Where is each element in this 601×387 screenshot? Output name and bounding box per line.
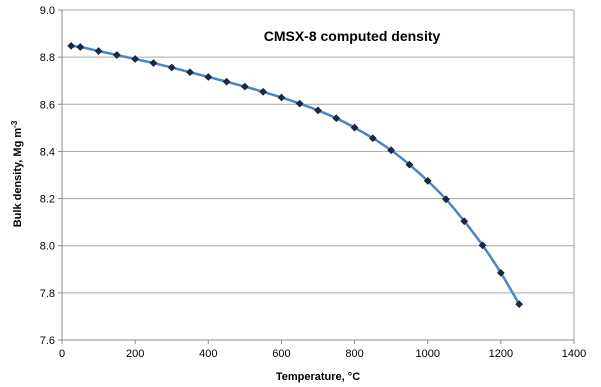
data-point	[350, 123, 359, 132]
x-tick-label: 200	[126, 348, 144, 360]
chart-title: CMSX-8 computed density	[264, 28, 441, 44]
data-point	[222, 77, 231, 86]
axes	[58, 9, 575, 344]
x-tick-label: 1200	[489, 348, 513, 360]
tick-labels: 7.6 7.8 8.0 8.2 8.4 8.6 8.8 9.0 0 200 400 600 800 100…	[40, 5, 587, 360]
data-point	[515, 300, 523, 308]
data-point	[332, 114, 341, 123]
y-tick-label: 7.6	[40, 335, 55, 347]
y-tick-label: 8.4	[40, 146, 55, 158]
x-axis-label: Temperature,	[276, 371, 345, 383]
x-tick-label: 600	[272, 348, 290, 360]
data-point	[94, 47, 103, 55]
data-point	[295, 99, 304, 108]
series	[67, 42, 523, 308]
x-tick-label: 0	[59, 348, 65, 360]
data-point	[277, 93, 286, 102]
data-point	[131, 55, 139, 63]
data-point	[67, 42, 75, 50]
data-point	[113, 51, 121, 59]
data-point	[423, 177, 432, 185]
data-point	[442, 195, 450, 204]
y-tick-label: 7.8	[40, 288, 55, 300]
data-point	[497, 268, 505, 277]
x-axis-title: Temperature, °C	[276, 371, 360, 383]
data-point	[149, 59, 158, 67]
data-point	[387, 146, 395, 155]
data-point	[186, 68, 194, 77]
x-tick-label: 400	[199, 348, 217, 360]
data-point	[241, 82, 249, 91]
y-axis-title: Bulk density, Mg m-3	[10, 120, 24, 227]
data-point	[314, 106, 322, 115]
y-tick-label: 8.2	[40, 194, 55, 206]
data-point	[76, 43, 85, 51]
data-point	[167, 63, 176, 72]
data-point	[369, 134, 377, 143]
y-tick-label: 8.8	[40, 52, 55, 64]
x-tick-label: 800	[345, 348, 363, 360]
x-axis-unit: °C	[348, 371, 360, 383]
x-tick-label: 1000	[415, 348, 439, 360]
data-point	[259, 87, 267, 96]
data-point	[478, 241, 487, 250]
y-axis-unit-exponent: -3	[10, 120, 19, 128]
series-line	[70, 44, 521, 305]
y-tick-label: 9.0	[40, 5, 55, 17]
x-tick-label: 1400	[562, 348, 586, 360]
y-tick-label: 8.6	[40, 99, 55, 111]
gridlines	[62, 9, 574, 341]
y-axis-unit: Mg m	[12, 128, 24, 157]
data-point	[405, 160, 414, 169]
y-axis-label: Bulk density,	[12, 160, 24, 228]
data-point	[460, 217, 469, 226]
data-point	[204, 73, 213, 81]
y-tick-label: 8.0	[40, 241, 55, 253]
